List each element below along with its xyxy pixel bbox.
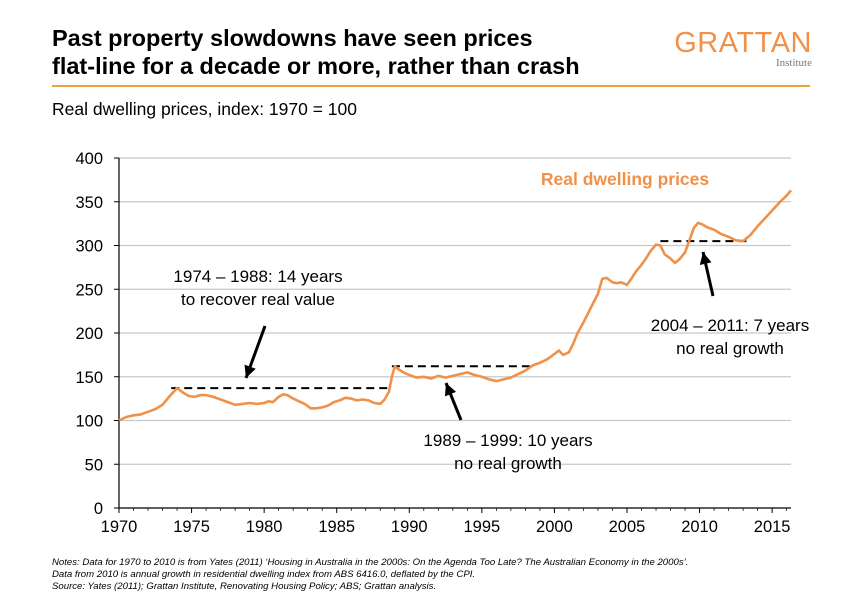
annotation-text-line2: to recover real value — [181, 290, 335, 309]
y-tick-label: 50 — [85, 456, 103, 474]
x-tick-label: 2000 — [536, 518, 573, 536]
annotation-arrowhead — [244, 364, 256, 378]
reference-lines — [171, 240, 751, 390]
annotation-text-line2: no real growth — [454, 454, 562, 473]
chart-subtitle: Real dwelling prices, index: 1970 = 100 — [52, 99, 357, 119]
notes-line2: Data from 2010 is annual growth in resid… — [52, 569, 476, 580]
annotation-arrowhead — [699, 252, 712, 266]
y-tick-label: 150 — [75, 369, 103, 387]
line-chart: 0 50 100 150 200 250 300 350 400 1970 1975 1980 198… — [75, 150, 809, 536]
x-tick-label: 1995 — [463, 518, 500, 536]
logo-subtext: Institute — [775, 57, 812, 69]
y-tick-label: 250 — [75, 281, 103, 299]
x-tick-label: 1970 — [101, 518, 138, 536]
x-tick-label: 1980 — [246, 518, 283, 536]
annotation-arrows — [244, 251, 715, 421]
series-group — [118, 189, 792, 422]
x-tick-label: 2010 — [681, 518, 718, 536]
notes-line1: Notes: Data for 1970 to 2010 is from Yat… — [52, 557, 689, 568]
series-label: Real dwelling prices — [541, 169, 710, 189]
annotations: 1974 – 1988: 14 years to recover real val… — [173, 267, 809, 473]
annotation-text-line1: 1989 – 1999: 10 years — [423, 431, 592, 450]
x-tick-label: 1990 — [391, 518, 428, 536]
chart-title: Past property slowdowns have seen prices… — [52, 24, 652, 80]
y-axis-ticks: 0 50 100 150 200 250 300 350 400 — [75, 150, 119, 518]
x-tick-label: 1985 — [318, 518, 355, 536]
chart-notes: Notes: Data for 1970 to 2010 is from Yat… — [52, 557, 688, 593]
y-tick-label: 350 — [75, 194, 103, 212]
x-axis-ticks: 1970 1975 1980 1985 1990 1995 2000 2005 2010 2015 — [101, 508, 791, 536]
annotation-text-line1: 1974 – 1988: 14 years — [173, 267, 342, 286]
annotation-text-line2: no real growth — [676, 339, 784, 358]
y-tick-label: 300 — [75, 238, 103, 256]
y-tick-label: 0 — [94, 500, 103, 518]
logo-wordmark: GRATTAN — [674, 27, 812, 59]
x-tick-label: 2005 — [609, 518, 646, 536]
gridlines — [119, 157, 791, 465]
chart-title-line2: flat-line for a decade or more, rather t… — [52, 53, 580, 79]
x-tick-label: 1975 — [173, 518, 210, 536]
chart-title-line1: Past property slowdowns have seen prices — [52, 25, 533, 51]
grattan-logo: GRATTAN Institute — [674, 28, 812, 69]
annotation-text-line1: 2004 – 2011: 7 years — [651, 316, 809, 335]
notes-line3: Source: Yates (2011); Grattan Institute,… — [52, 581, 437, 592]
header-divider — [52, 85, 810, 87]
series-line-real-dwelling-prices — [118, 189, 792, 422]
y-tick-label: 400 — [75, 150, 103, 168]
annotation-arrowhead — [444, 383, 457, 397]
x-tick-label: 2015 — [754, 518, 791, 536]
y-tick-label: 200 — [75, 325, 103, 343]
y-tick-label: 100 — [75, 413, 103, 431]
